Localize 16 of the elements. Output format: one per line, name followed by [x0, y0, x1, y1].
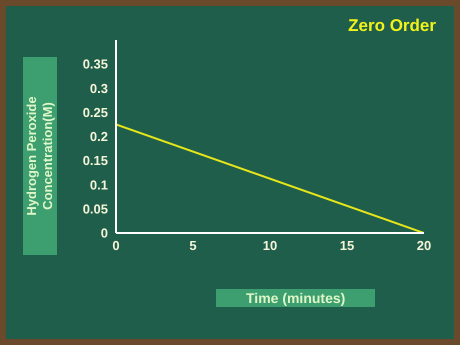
- x-tick-label: 5: [189, 238, 197, 254]
- y-tick-label: 0.25: [82, 104, 108, 120]
- x-tick-label: 15: [340, 238, 354, 254]
- x-axis-title: Time (minutes): [216, 289, 376, 307]
- y-tick-label: 0.05: [82, 201, 108, 216]
- chart-title: Zero Order: [348, 16, 436, 36]
- x-tick-label: 10: [262, 238, 278, 254]
- y-tick-label: 0.1: [90, 177, 108, 192]
- x-tick-label: 20: [416, 238, 432, 254]
- y-tick-label: 0.35: [82, 56, 108, 72]
- y-tick-label: 0: [100, 226, 108, 241]
- x-tick-label: 0: [112, 238, 120, 254]
- y-tick-label: 0.3: [90, 80, 108, 96]
- y-tick-label: 0.2: [90, 129, 108, 144]
- y-axis-title: Hydrogen Peroxide Concentration(M): [23, 57, 57, 255]
- y-tick-label: 0.15: [82, 153, 108, 168]
